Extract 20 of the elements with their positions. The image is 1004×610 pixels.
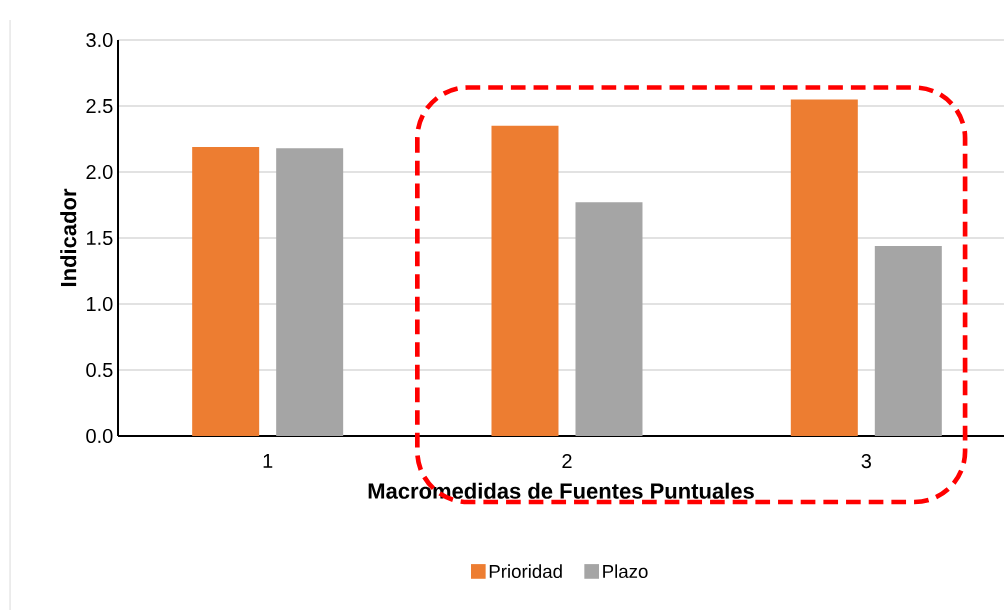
bar (874, 245, 942, 436)
y-tick-label: 0.5 (86, 362, 113, 378)
y-tick-label: 3.0 (86, 32, 113, 48)
bar (491, 125, 559, 436)
x-tick-label: 1 (263, 454, 273, 468)
y-tick-label: 1.0 (87, 296, 113, 312)
legend-label: Prioridad (489, 564, 562, 579)
y-tick-label: 2.0 (86, 164, 113, 180)
bar (192, 146, 260, 436)
x-axis-title: Macromedidas de Fuentes Puntuales (368, 482, 754, 499)
bar (790, 99, 858, 436)
y-tick-label: 2.5 (86, 98, 113, 114)
y-tick-label: 0.0 (86, 428, 113, 444)
y-tick-label: 1.5 (87, 231, 113, 245)
bar (575, 202, 643, 436)
legend-label: Plazo (603, 564, 648, 579)
x-tick-label: 2 (562, 454, 572, 468)
y-axis-title: Indicador (60, 188, 77, 287)
bar (276, 148, 344, 436)
x-tick-label: 3 (861, 454, 871, 469)
